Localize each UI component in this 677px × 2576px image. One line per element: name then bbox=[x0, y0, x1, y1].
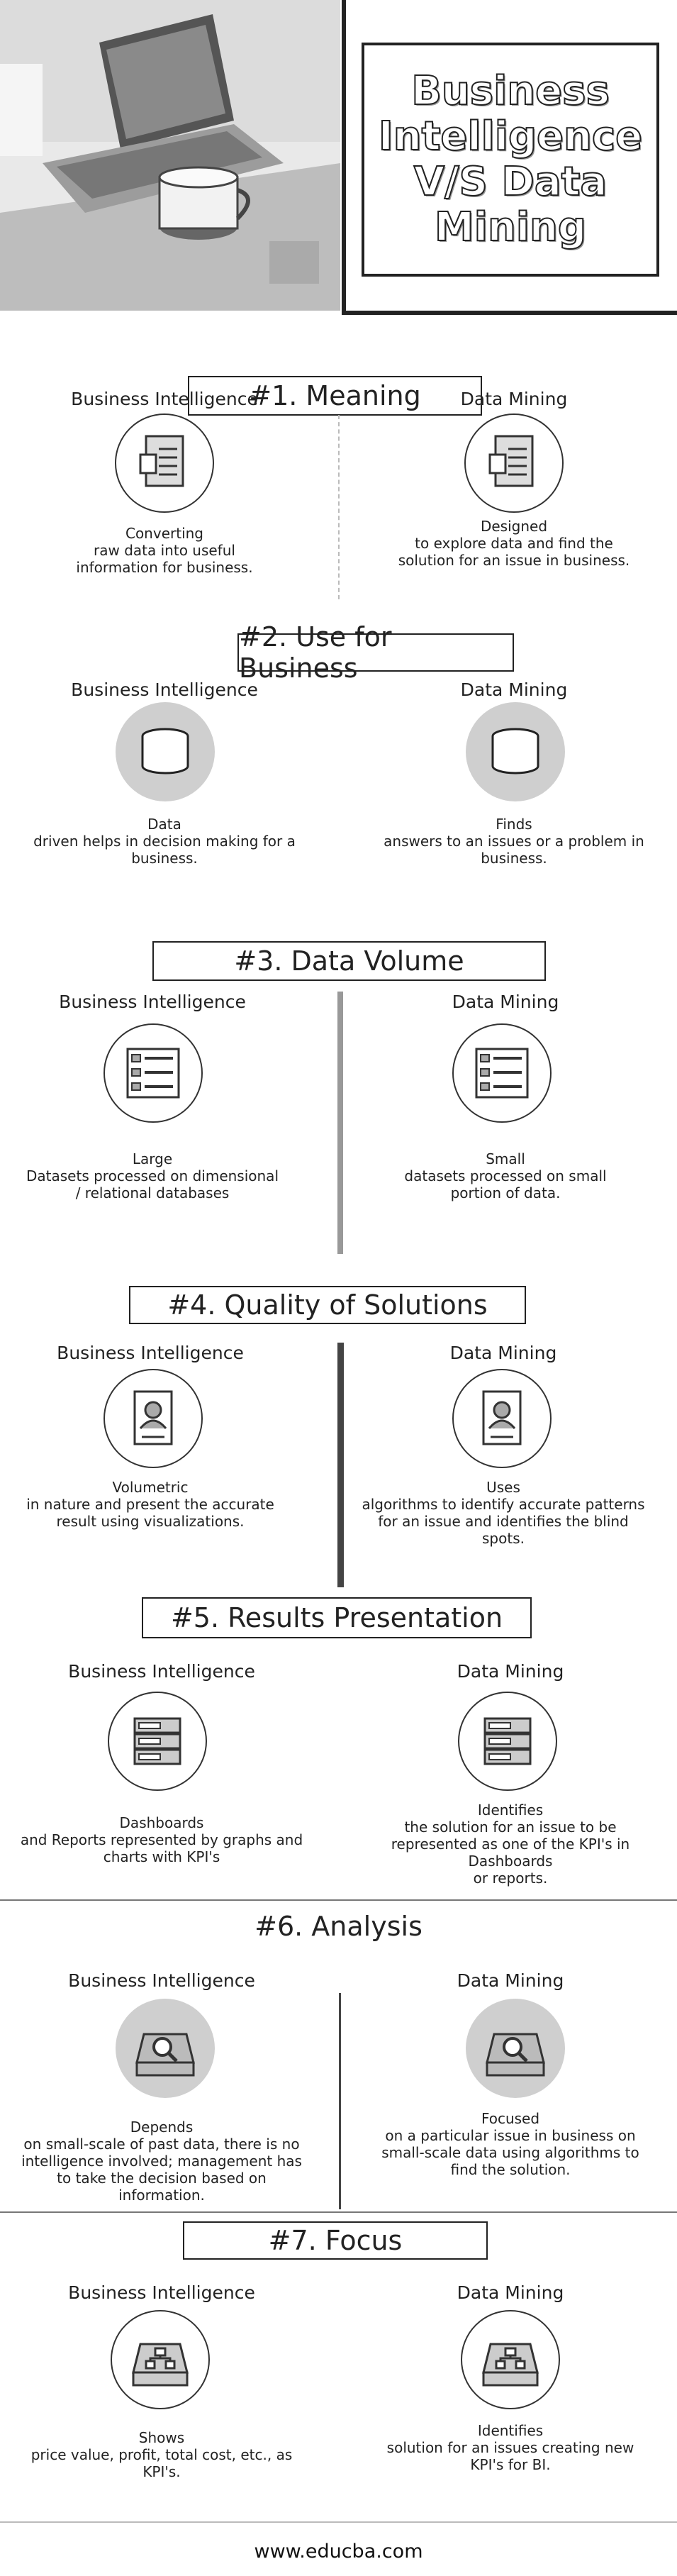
section-heading-use-for-business: #2. Use for Business bbox=[237, 621, 514, 684]
dm-description: Finds answers to an issues or a problem … bbox=[384, 816, 644, 867]
document-icon bbox=[464, 413, 564, 513]
column-divider bbox=[339, 1993, 341, 2209]
bi-description: Shows price value, profit, total cost, e… bbox=[30, 2429, 293, 2480]
section-heading-quality-of-solutions: #4. Quality of Solutions bbox=[129, 1286, 526, 1324]
bi-label: Business Intelligence bbox=[57, 1343, 244, 1363]
document-icon bbox=[115, 413, 214, 513]
page-title: Business Intelligence V/S Data Mining bbox=[378, 68, 643, 251]
dm-label: Data Mining bbox=[457, 1661, 564, 1682]
section-heading-meaning: #1. Meaning bbox=[188, 376, 482, 416]
bi-description: Volumetric in nature and present the acc… bbox=[26, 1479, 274, 1530]
footer-url[interactable]: www.educba.com bbox=[254, 2541, 423, 2563]
title-box: Business Intelligence V/S Data Mining bbox=[362, 43, 659, 277]
bi-label: Business Intelligence bbox=[71, 679, 258, 700]
header-photo bbox=[0, 0, 340, 311]
dm-description: Identifies solution for an issues creati… bbox=[386, 2422, 634, 2473]
bi-description: Converting raw data into useful informat… bbox=[76, 525, 253, 576]
bi-label: Business Intelligence bbox=[68, 1970, 255, 1991]
list-icon bbox=[452, 1023, 552, 1123]
section-heading-analysis: #6. Analysis bbox=[0, 1908, 677, 1945]
footer-rule bbox=[0, 2521, 677, 2523]
dm-label: Data Mining bbox=[449, 1343, 557, 1363]
dm-label: Data Mining bbox=[460, 389, 568, 409]
database-icon bbox=[466, 702, 565, 801]
drive-network-icon bbox=[461, 2310, 560, 2409]
dm-label: Data Mining bbox=[457, 2282, 564, 2303]
server-icon bbox=[108, 1692, 207, 1791]
database-icon bbox=[116, 702, 215, 801]
bi-label: Business Intelligence bbox=[59, 992, 246, 1012]
bi-description: Dashboards and Reports represented by gr… bbox=[20, 1814, 303, 1865]
server-icon bbox=[458, 1692, 557, 1791]
header-rule bbox=[342, 311, 677, 315]
bi-description: Data driven helps in decision making for… bbox=[33, 816, 296, 867]
profile-card-icon bbox=[103, 1369, 203, 1468]
bi-description: Depends on small-scale of past data, the… bbox=[21, 2119, 302, 2204]
header-divider bbox=[342, 0, 346, 312]
dm-label: Data Mining bbox=[452, 992, 559, 1012]
bi-label: Business Intelligence bbox=[68, 1661, 255, 1682]
dm-description: Uses algorithms to identify accurate pat… bbox=[362, 1479, 645, 1547]
section-rule bbox=[0, 1899, 677, 1901]
bi-label: Business Intelligence bbox=[71, 389, 258, 409]
dm-description: Focused on a particular issue in busines… bbox=[381, 2110, 639, 2178]
bi-description: Large Datasets processed on dimensional … bbox=[26, 1150, 279, 1201]
section-heading-data-volume: #3. Data Volume bbox=[152, 941, 546, 981]
profile-card-icon bbox=[452, 1369, 552, 1468]
dm-label: Data Mining bbox=[457, 1970, 564, 1991]
column-divider bbox=[337, 992, 343, 1254]
section-rule bbox=[0, 2211, 677, 2213]
dm-description: Designed to explore data and find the so… bbox=[398, 518, 630, 569]
dm-label: Data Mining bbox=[460, 679, 568, 700]
list-icon bbox=[103, 1023, 203, 1123]
section-heading-results-presentation: #5. Results Presentation bbox=[142, 1597, 532, 1638]
column-divider bbox=[338, 415, 340, 599]
drive-network-icon bbox=[111, 2310, 210, 2409]
section-heading-focus: #7. Focus bbox=[183, 2221, 488, 2260]
dm-description: Identifies the solution for an issue to … bbox=[391, 1801, 630, 1887]
drive-search-icon bbox=[466, 1999, 565, 2098]
drive-search-icon bbox=[116, 1999, 215, 2098]
bi-label: Business Intelligence bbox=[68, 2282, 255, 2303]
column-divider bbox=[337, 1343, 344, 1587]
dm-description: Small datasets processed on small portio… bbox=[404, 1150, 607, 1201]
